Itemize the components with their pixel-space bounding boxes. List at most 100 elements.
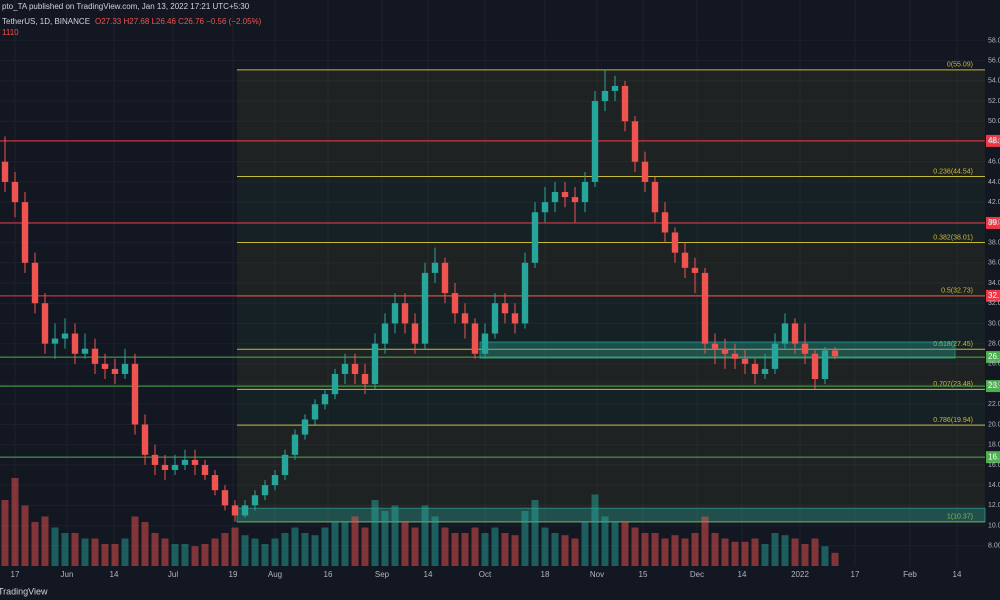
volume-bar	[81, 538, 89, 566]
volume-bar	[341, 522, 349, 566]
candle-body	[521, 262, 529, 324]
x-tick-label: Oct	[479, 570, 492, 579]
volume-bar	[511, 535, 519, 566]
x-tick-label: Feb	[903, 570, 917, 579]
candle-body	[621, 85, 629, 122]
candle-body	[511, 313, 519, 324]
candle-body	[661, 212, 669, 233]
volume-bar	[101, 544, 109, 566]
level-tag	[986, 351, 1000, 364]
x-tick-label: 14	[424, 570, 433, 579]
candle-body	[581, 181, 589, 203]
y-tick-label: 14.00	[988, 482, 1000, 489]
candle-body	[241, 505, 249, 516]
candle-body	[91, 348, 99, 364]
brand: TradingView	[0, 586, 48, 596]
level-label: 48.	[988, 136, 999, 145]
volume-bar	[71, 533, 79, 566]
volume-bar	[221, 533, 229, 566]
fib-label: 1(10.37)	[947, 514, 973, 521]
candle-body	[681, 252, 689, 268]
candle-body	[351, 363, 359, 374]
x-tick-label: 16	[324, 570, 333, 579]
volume-bar	[501, 533, 509, 566]
x-tick-label: 19	[229, 570, 238, 579]
y-tick-label: 18.00	[988, 442, 1000, 449]
candle-body	[741, 358, 749, 364]
candle-body	[11, 181, 19, 203]
volume-bar	[311, 535, 319, 566]
volume-bar	[561, 535, 569, 566]
volume-bar	[771, 533, 779, 566]
y-tick-label: 54.00	[988, 78, 1000, 85]
candle-body	[271, 475, 279, 486]
candle-body	[31, 262, 39, 304]
volume-bar	[211, 538, 219, 566]
fib-label: 0.707(23.48)	[933, 381, 973, 388]
y-tick-label: 26.00	[988, 361, 1000, 368]
volume-bar	[731, 541, 739, 566]
volume-bar	[361, 527, 369, 566]
fib-label: 0.382(38.01)	[933, 234, 973, 241]
volume-bar	[121, 538, 129, 566]
volume-bar	[571, 538, 579, 566]
volume-bar	[521, 511, 529, 566]
candle-body	[21, 202, 29, 263]
volume-bar	[31, 522, 39, 566]
candle-body	[381, 323, 389, 344]
volume-bar	[761, 544, 769, 566]
y-tick-label: 56.00	[988, 57, 1000, 64]
candle-body	[121, 363, 129, 374]
volume-bar	[751, 538, 759, 566]
level-label: 32.	[988, 291, 999, 300]
volume-bar	[551, 533, 559, 566]
y-tick-label: 8.00	[988, 543, 1000, 550]
volume-bar	[171, 544, 179, 566]
indicator-value: 1110	[2, 28, 19, 37]
volume-bar	[271, 538, 279, 566]
volume-bar	[191, 546, 199, 566]
candle-body	[341, 363, 349, 374]
volume-bar	[741, 541, 749, 566]
candle-body	[501, 303, 509, 314]
fib-band	[237, 349, 985, 390]
candle-body	[151, 454, 159, 465]
volume-bar	[331, 522, 339, 566]
level-tag	[986, 134, 1000, 147]
volume-bar	[231, 527, 239, 566]
fib-label: 0.786(19.94)	[933, 417, 973, 424]
candle-body	[751, 363, 759, 374]
y-tick-label: 36.00	[988, 260, 1000, 267]
candle-body	[231, 505, 239, 516]
candle-body	[111, 368, 119, 374]
footer-bar	[0, 585, 1000, 600]
candle-body	[361, 373, 369, 385]
candle-body	[671, 232, 679, 253]
candle-body	[391, 303, 399, 324]
candle-body	[141, 424, 149, 455]
fib-band	[237, 389, 985, 426]
candle-body	[721, 348, 729, 354]
x-tick-label: 18	[541, 570, 550, 579]
candle-body	[291, 434, 299, 455]
volume-bar	[241, 535, 249, 566]
volume-bar	[531, 500, 539, 566]
candle-body	[571, 197, 579, 203]
volume-bar	[461, 533, 469, 566]
candle-body	[401, 303, 409, 324]
volume-bar	[301, 533, 309, 566]
x-tick-label: Nov	[590, 570, 604, 579]
x-tick-label: 14	[953, 570, 962, 579]
candle-body	[171, 464, 179, 470]
candle-body	[101, 363, 109, 369]
fib-band	[237, 425, 985, 522]
y-tick-label: 48.00	[988, 138, 1000, 145]
volume-bar	[181, 544, 189, 566]
volume-bar	[711, 533, 719, 566]
candle-body	[51, 338, 59, 344]
level-label: 23.	[988, 381, 999, 390]
fib-band	[237, 69, 985, 177]
volume-bar	[411, 527, 419, 566]
x-tick-label: 17	[851, 570, 860, 579]
